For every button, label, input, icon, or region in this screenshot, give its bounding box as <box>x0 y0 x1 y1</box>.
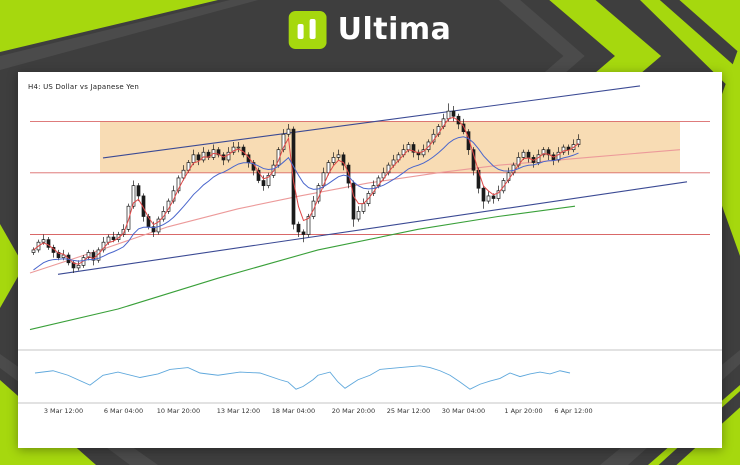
candle-body <box>201 151 206 161</box>
chart-canvas: 3 Mar 12:00 6 Mar 04:00 10 Mar 20:00 13 Mar… <box>18 85 722 415</box>
candle-body <box>451 110 456 117</box>
candle-body <box>561 146 566 153</box>
x-axis-label: 25 Mar 12:00 <box>387 407 430 415</box>
candle-body <box>351 182 356 220</box>
candle-body <box>306 216 311 235</box>
x-axis-label: 3 Mar 12:00 <box>44 407 83 415</box>
decor-top-right-dark-slice <box>659 0 740 67</box>
candle-body <box>106 236 111 243</box>
candle-body <box>176 177 181 192</box>
x-axis-label: 13 Mar 12:00 <box>217 407 260 415</box>
candle-body <box>226 151 231 161</box>
candle-body <box>281 133 286 151</box>
candle-body <box>541 149 546 156</box>
x-axis-label: 6 Mar 04:00 <box>104 407 143 415</box>
candle-body <box>256 169 261 181</box>
candle-body <box>131 185 136 207</box>
candle-body <box>491 195 496 199</box>
candle-body <box>361 203 366 212</box>
candle-body <box>391 159 396 166</box>
candle-body <box>86 252 91 258</box>
candle-body <box>326 162 331 174</box>
x-axis-label: 6 Apr 12:00 <box>554 407 592 415</box>
candle-body <box>426 141 431 151</box>
candle-body <box>76 264 81 269</box>
ma-fast-red <box>33 116 579 265</box>
candle-body <box>151 226 156 233</box>
candle-body <box>161 211 166 220</box>
upper-channel-trendline <box>102 85 641 159</box>
candle-body <box>196 154 201 161</box>
candle-body <box>46 239 51 248</box>
candle-body <box>521 151 526 158</box>
supply-zone <box>100 121 680 173</box>
momentum-oscillator <box>34 365 571 390</box>
ma-slow-green <box>29 205 576 331</box>
candle-body <box>261 180 266 187</box>
candle-body <box>411 144 416 153</box>
candle-body <box>336 154 341 158</box>
ultima-logo-icon <box>288 11 327 49</box>
candle-body <box>301 231 306 235</box>
ma-medium-blue <box>33 136 579 271</box>
candle-body <box>416 151 421 156</box>
candle-body <box>56 252 61 258</box>
candle-body <box>296 223 301 233</box>
brand-header: Ultima <box>288 11 452 49</box>
candle-body <box>231 146 236 153</box>
candle-body <box>266 175 271 187</box>
candle-body <box>121 229 126 235</box>
candle-body <box>191 154 196 163</box>
candle-body <box>331 157 336 163</box>
candle-body <box>381 172 386 179</box>
candle-body <box>286 128 291 135</box>
candle-body <box>526 151 531 158</box>
candle-body <box>31 249 36 253</box>
x-axis-label: 20 Mar 20:00 <box>332 407 375 415</box>
candle-body <box>501 180 506 192</box>
x-axis-label: 18 Mar 04:00 <box>272 407 315 415</box>
candle-body <box>236 146 241 149</box>
candle-body <box>481 187 486 202</box>
x-axis-label: 30 Mar 04:00 <box>442 407 485 415</box>
candle-body <box>181 169 186 179</box>
chart-card: H4: US Dollar vs Japanese Yen 3 Mar 12:0… <box>18 72 722 448</box>
candle-body <box>91 252 96 261</box>
candle-body <box>126 205 131 230</box>
instrument-label: H4: US Dollar vs Japanese Yen <box>28 83 139 91</box>
x-axis-label: 1 Apr 20:00 <box>504 407 542 415</box>
candle-body <box>341 154 346 166</box>
candle-body <box>446 110 451 120</box>
brand-name: Ultima <box>337 12 452 47</box>
candle-body <box>566 146 571 151</box>
candle-body <box>461 123 466 133</box>
candle-body <box>356 211 361 220</box>
candle-body <box>291 128 296 225</box>
decor-left-green-wedge <box>0 224 24 308</box>
decor-top-left-gray-stripe <box>0 0 258 70</box>
candle-body <box>496 190 501 199</box>
x-axis-label: 10 Mar 20:00 <box>157 407 200 415</box>
candle-body <box>486 195 491 202</box>
candle-body <box>61 254 66 258</box>
candle-body <box>136 185 141 197</box>
candle-body <box>576 139 581 145</box>
candle-body <box>546 149 551 156</box>
candle-body <box>216 149 221 156</box>
candle-body <box>41 239 46 243</box>
candle-body <box>111 236 116 240</box>
candle-body <box>406 144 411 151</box>
lower-support-trendline <box>57 181 688 275</box>
candle-body <box>466 131 471 151</box>
decor-top-left-green <box>0 0 218 52</box>
